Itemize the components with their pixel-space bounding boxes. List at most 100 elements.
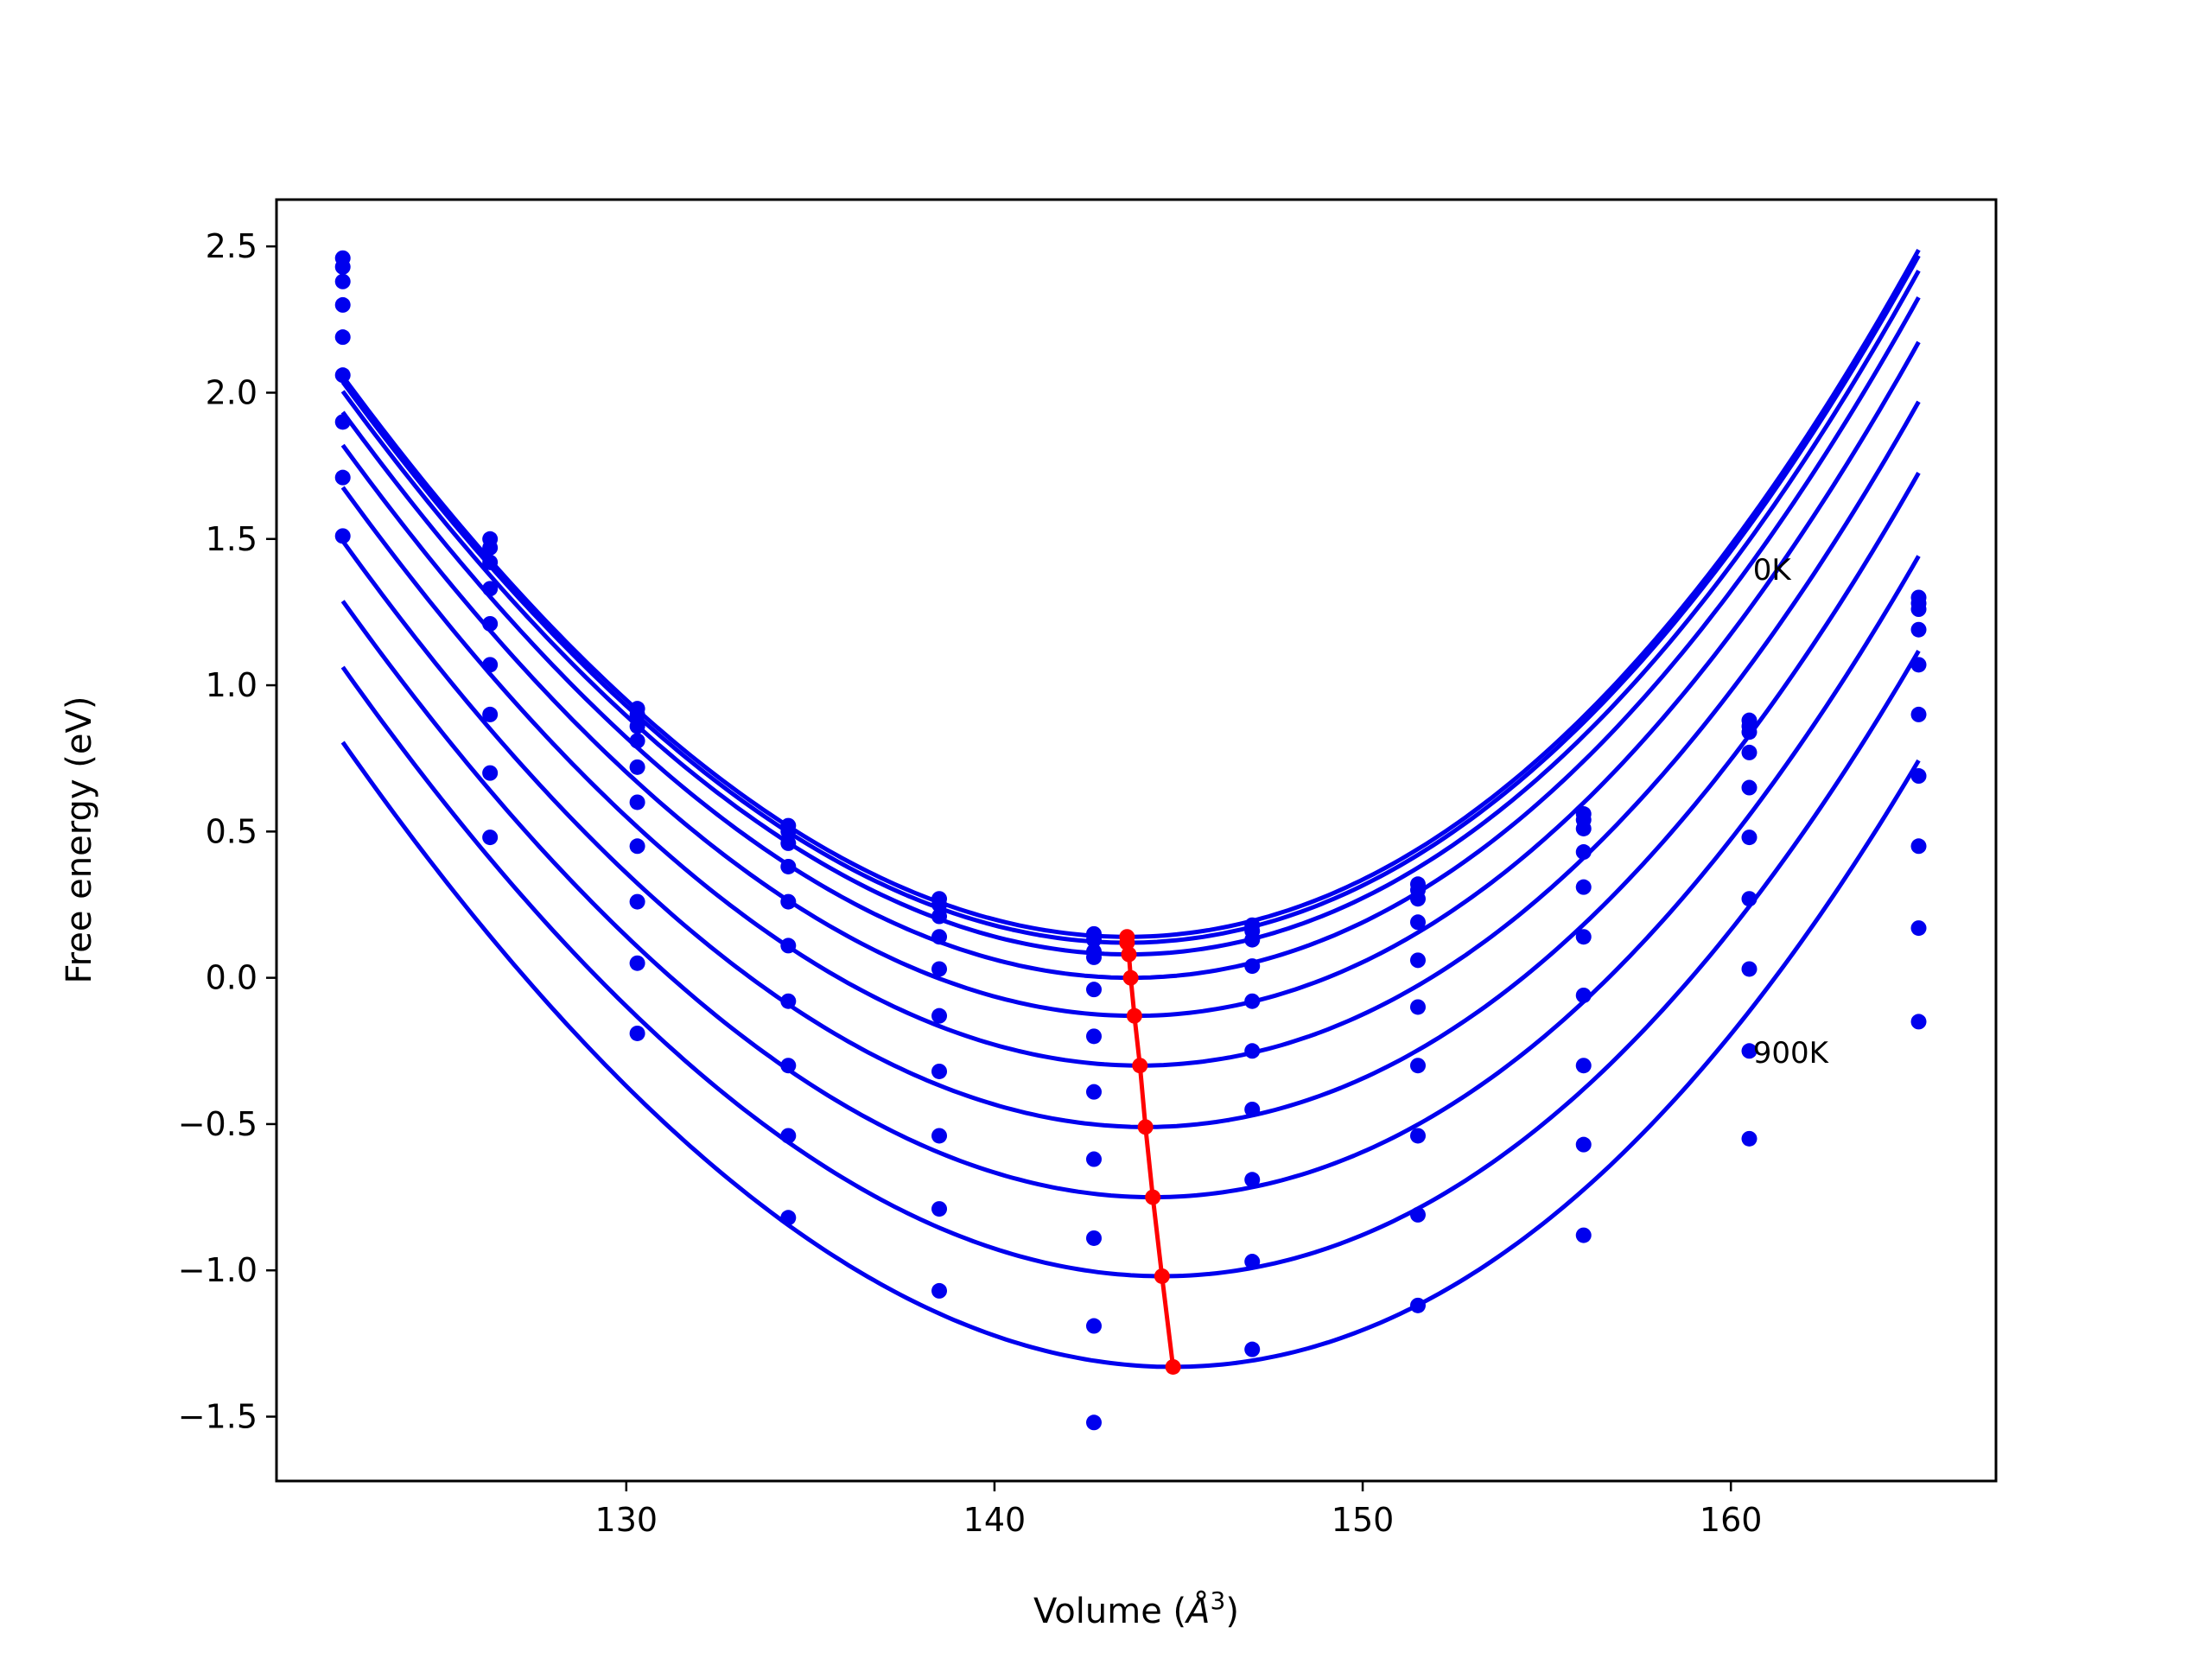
data-point (1741, 1130, 1758, 1147)
y-tick-label: 0.5 (206, 812, 257, 850)
minimum-point (1126, 1007, 1142, 1024)
data-point (482, 765, 499, 781)
data-point (931, 1282, 948, 1299)
data-point (629, 733, 645, 749)
data-point (1409, 952, 1426, 969)
minimum-point (1132, 1058, 1148, 1074)
data-point (1741, 724, 1758, 741)
plot-layer (334, 248, 1927, 1431)
data-point (1244, 931, 1261, 948)
data-point (780, 858, 797, 874)
data-point (334, 367, 351, 384)
y-tick-label: −0.5 (178, 1105, 257, 1143)
data-point (1409, 1297, 1426, 1313)
data-point (1741, 1043, 1758, 1059)
data-point (334, 273, 351, 289)
plot-area (334, 248, 1927, 1431)
data-point (1910, 838, 1927, 855)
minimum-point (1122, 969, 1139, 986)
data-point (482, 581, 499, 597)
data-point (482, 615, 499, 632)
data-point (1575, 987, 1592, 1003)
data-point (1244, 1254, 1261, 1270)
data-point (931, 1201, 948, 1217)
data-point (1741, 830, 1758, 846)
annotation-900k: 900K (1753, 1036, 1830, 1071)
data-point (334, 528, 351, 544)
y-tick-label: 1.5 (206, 520, 257, 558)
data-point (931, 1063, 948, 1079)
fit-curve-7 (340, 555, 1921, 1200)
data-point (1741, 891, 1758, 907)
data-point (629, 794, 645, 810)
minimum-point (1165, 1358, 1181, 1375)
data-point (1741, 961, 1758, 977)
data-point (1244, 1172, 1261, 1188)
data-point (1910, 657, 1927, 673)
data-point (1244, 1101, 1261, 1117)
data-point (1244, 1043, 1261, 1059)
data-point (1085, 1230, 1102, 1246)
data-point (1409, 914, 1426, 931)
fit-curve-8 (340, 650, 1921, 1279)
data-point (780, 1210, 797, 1226)
x-tick-label: 140 (963, 1501, 1027, 1539)
data-point (1910, 1014, 1927, 1030)
data-point (629, 718, 645, 734)
data-point (1575, 1058, 1592, 1074)
data-point (1910, 601, 1927, 618)
data-point (931, 908, 948, 925)
minimum-point (1145, 1189, 1161, 1205)
data-point (629, 838, 645, 855)
annotation-0k: 0K (1753, 553, 1793, 588)
data-point (1085, 1028, 1102, 1045)
data-point (931, 1007, 948, 1024)
data-point (334, 469, 351, 486)
data-point (931, 896, 948, 912)
data-point (1409, 1128, 1426, 1144)
data-point (1085, 931, 1102, 948)
data-point (1575, 844, 1592, 861)
y-tick-label: 1.0 (206, 666, 257, 704)
minimum-point (1137, 1119, 1154, 1135)
data-point (1910, 920, 1927, 937)
minimum-point (1119, 935, 1135, 951)
axes-frame (275, 198, 1998, 1483)
y-axis-title: Free energy (eV) (60, 696, 99, 984)
data-point (482, 539, 499, 556)
ticks-layer: 130 140 150 160 2.5 2.0 1.5 1.0 0.5 0.0 −0.5 −1.0 −1… (178, 227, 1763, 1539)
data-point (1575, 1136, 1592, 1153)
data-point (1085, 1414, 1102, 1431)
data-point (1409, 891, 1426, 907)
data-point (780, 823, 797, 840)
data-point (1085, 982, 1102, 998)
data-point (629, 706, 645, 722)
data-point (482, 706, 499, 722)
data-point (482, 554, 499, 570)
data-point (1575, 1227, 1592, 1243)
data-point (780, 1128, 797, 1144)
data-point (1085, 1151, 1102, 1167)
data-point (334, 296, 351, 313)
data-point (931, 961, 948, 977)
y-tick-label: 2.0 (206, 373, 257, 411)
data-point (629, 1025, 645, 1041)
data-point (1409, 1058, 1426, 1074)
data-point (780, 993, 797, 1009)
data-point (1910, 768, 1927, 785)
x-axis-title: Volume (Å3) (1033, 1586, 1239, 1631)
data-point (1409, 1206, 1426, 1223)
data-point (1575, 929, 1592, 945)
minimum-point (1154, 1268, 1170, 1284)
data-point (1244, 993, 1261, 1009)
data-point (780, 938, 797, 954)
y-tick-label: −1.5 (178, 1398, 257, 1436)
data-point (1409, 999, 1426, 1015)
fit-curve-9 (340, 741, 1921, 1370)
fit-curve-5 (340, 400, 1921, 1068)
y-tick-label: 0.0 (206, 959, 257, 997)
y-tick-label: −1.0 (178, 1251, 257, 1289)
data-point (482, 657, 499, 673)
fit-curve-6 (340, 472, 1921, 1129)
